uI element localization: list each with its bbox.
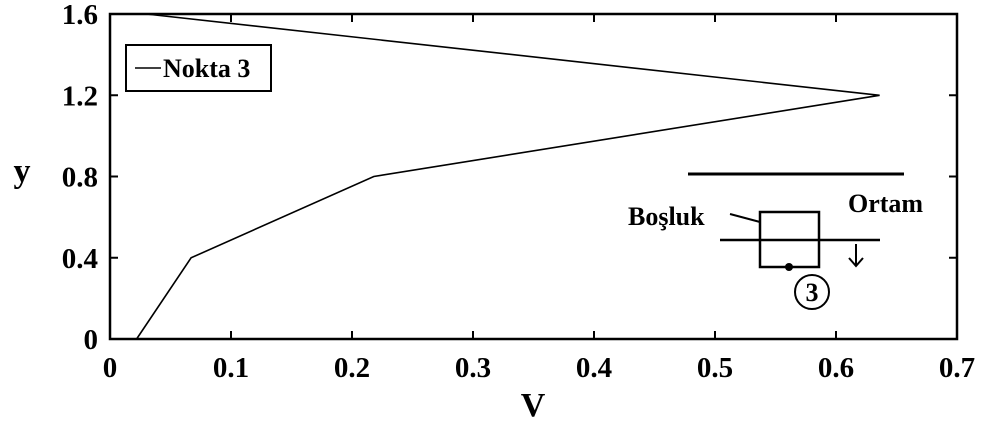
series-line-nokta-3 <box>135 13 880 340</box>
x-tick-label-4: 0.4 <box>576 352 612 384</box>
inset-point-circle <box>794 274 830 310</box>
axis-ticks <box>109 13 958 340</box>
y-tick-label-3: 1.2 <box>62 80 98 112</box>
x-axis-title: V <box>521 387 546 423</box>
x-tick-label-1: 0.1 <box>213 352 249 384</box>
x-tick-label-6: 0.6 <box>818 352 854 384</box>
y-tick-label-1: 0.4 <box>62 243 98 275</box>
inset-label-cavity: Boşluk <box>628 202 705 231</box>
y-tick-label-2: 0.8 <box>62 162 98 194</box>
tick-labels: 0 0.1 0.2 0.3 0.4 0.5 0.6 0.7 0 0.4 0.8 1.2 1.6 <box>62 0 975 384</box>
inset-leader-line <box>729 213 761 223</box>
x-tick-label-2: 0.2 <box>334 352 370 384</box>
legend: Nokta 3 <box>125 44 272 92</box>
y-axis-title: y <box>14 153 31 190</box>
x-tick-label-7: 0.7 <box>939 352 975 384</box>
inset-schematic: Boşluk Ortam 3 <box>628 172 923 310</box>
inset-point-label: 3 <box>806 278 819 307</box>
y-tick-label-4: 1.6 <box>62 0 98 31</box>
inset-label-medium: Ortam <box>848 189 923 218</box>
x-tick-label-5: 0.5 <box>697 352 733 384</box>
y-tick-label-0: 0 <box>84 324 99 356</box>
inset-point-dot <box>785 263 793 271</box>
inset-arrow-head <box>848 257 864 268</box>
x-tick-label-3: 0.3 <box>455 352 491 384</box>
legend-label: Nokta 3 <box>163 54 250 83</box>
x-tick-label-0: 0 <box>103 352 118 384</box>
